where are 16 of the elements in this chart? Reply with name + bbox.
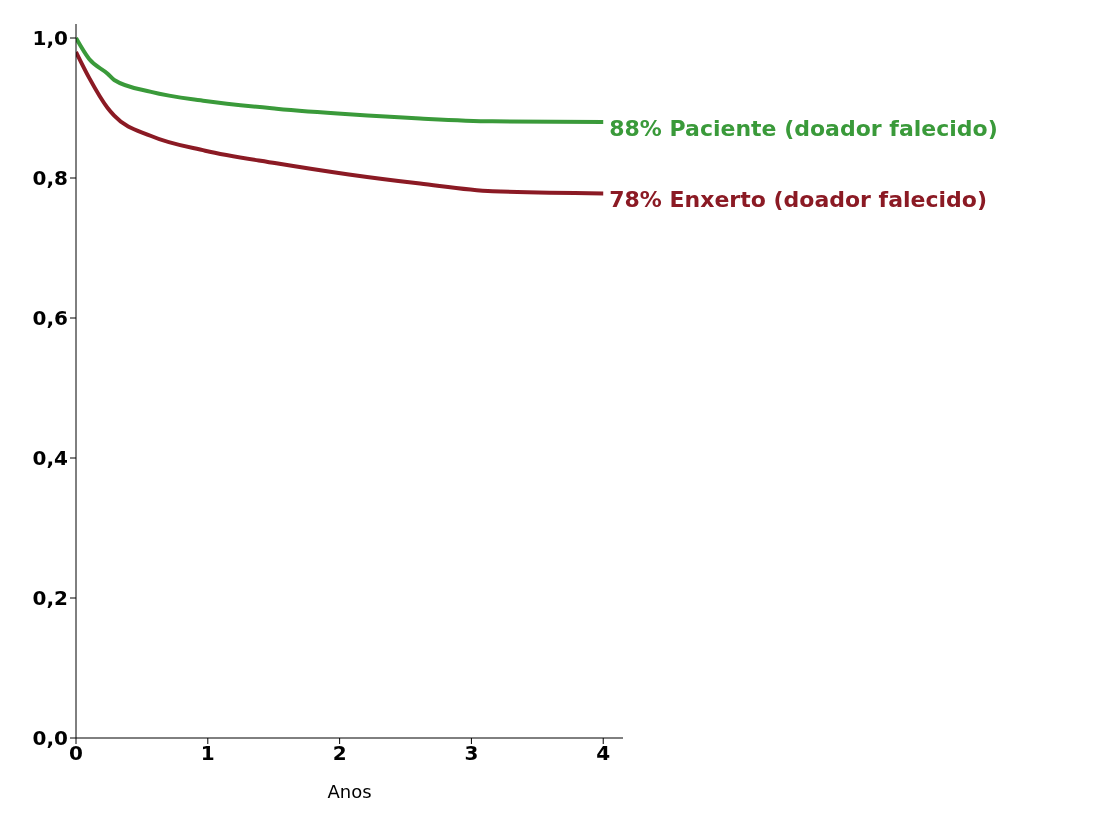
line-series	[76, 36, 606, 124]
y-tick-label: 0,4	[32, 446, 68, 471]
y-tick-label: 0,2	[32, 586, 68, 611]
x-tick-label: 2	[332, 741, 347, 766]
y-tick-label: 0,8	[32, 166, 68, 191]
x-tick-label: 0	[69, 741, 83, 766]
x-tick-label: 4	[596, 741, 611, 766]
series-label: 78% Enxerto (doador falecido)	[609, 187, 988, 213]
line-series	[76, 50, 606, 196]
y-tick-label: 1,0	[32, 26, 68, 51]
x-tick-label: 3	[464, 741, 479, 766]
series-label: 88% Paciente (doador falecido)	[609, 116, 998, 141]
x-axis-title: Anos	[327, 781, 372, 802]
y-tick-label: 0,6	[32, 306, 68, 331]
x-tick-label: 1	[200, 741, 215, 766]
y-tick-label: 0,0	[32, 726, 68, 751]
